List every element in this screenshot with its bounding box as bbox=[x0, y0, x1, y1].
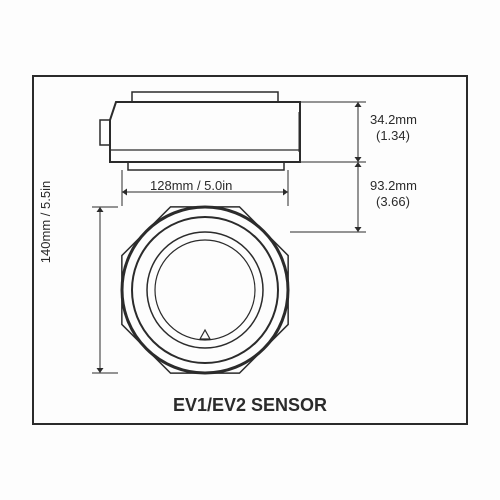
drawing-svg bbox=[0, 0, 500, 500]
diagram-stage: 128mm / 5.0in 140mm / 5.5in 34.2mm (1.34… bbox=[0, 0, 500, 500]
